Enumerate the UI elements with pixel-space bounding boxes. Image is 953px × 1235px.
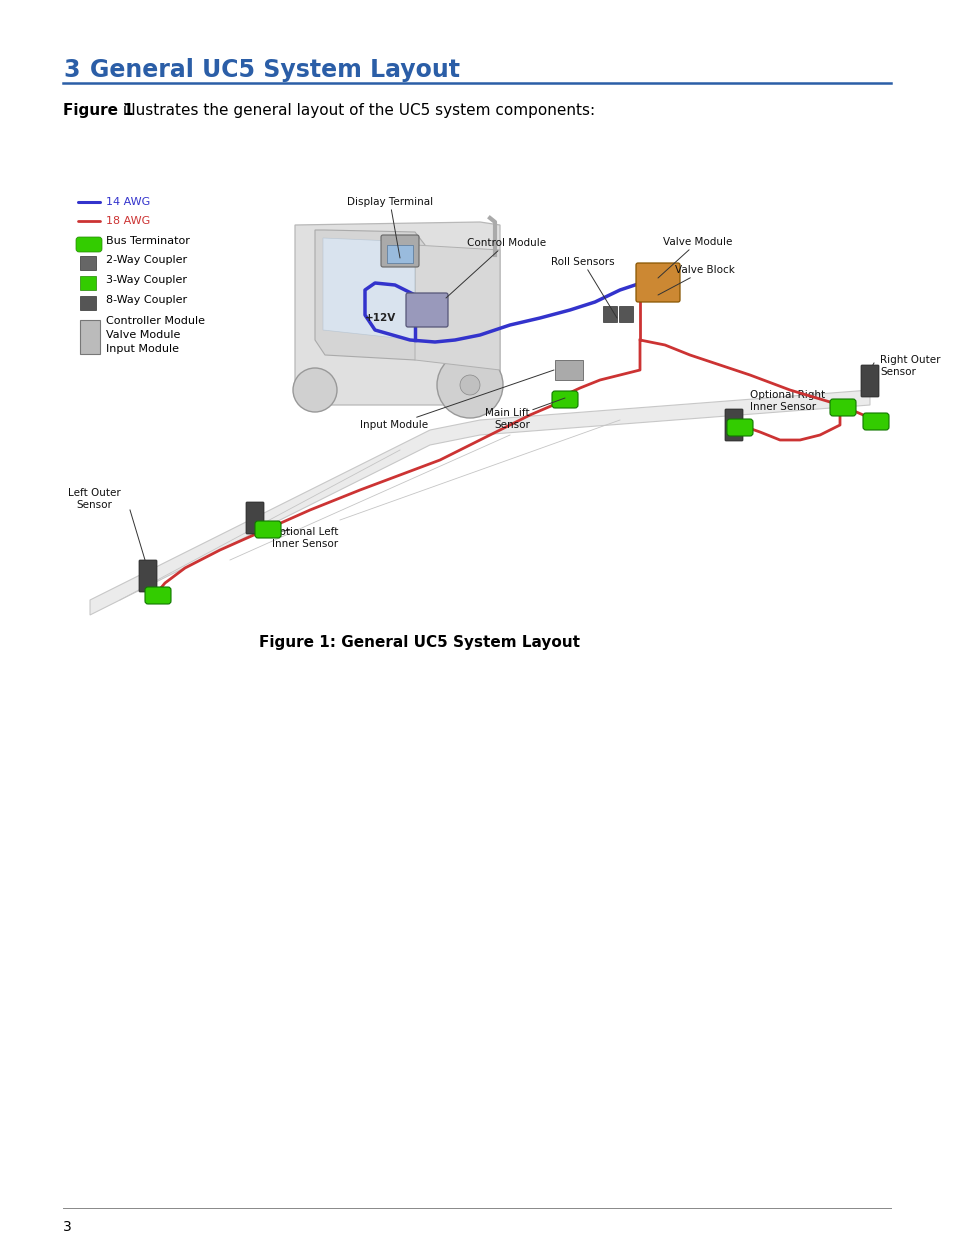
FancyBboxPatch shape	[406, 293, 448, 327]
Text: 8-Way Coupler: 8-Way Coupler	[106, 295, 187, 305]
Text: 3: 3	[63, 58, 79, 82]
Text: 3-Way Coupler: 3-Way Coupler	[106, 275, 187, 285]
FancyBboxPatch shape	[246, 501, 264, 534]
Polygon shape	[415, 245, 499, 370]
FancyBboxPatch shape	[80, 256, 96, 270]
Circle shape	[293, 368, 336, 412]
Polygon shape	[314, 230, 424, 359]
Text: illustrates the general layout of the UC5 system components:: illustrates the general layout of the UC…	[118, 103, 595, 119]
Text: 2-Way Coupler: 2-Way Coupler	[106, 254, 187, 266]
Bar	[387, 245, 413, 263]
Text: 18 AWG: 18 AWG	[106, 216, 150, 226]
Text: Left Outer
Sensor: Left Outer Sensor	[68, 488, 120, 510]
FancyBboxPatch shape	[724, 409, 742, 441]
Text: Optional Left
Inner Sensor: Optional Left Inner Sensor	[271, 527, 338, 550]
Text: Controller Module
Valve Module
Input Module: Controller Module Valve Module Input Mod…	[106, 316, 205, 354]
Text: Roll Sensors: Roll Sensors	[551, 257, 617, 317]
Text: Right Outer
Sensor: Right Outer Sensor	[879, 354, 940, 378]
Text: Optional Right
Inner Sensor: Optional Right Inner Sensor	[749, 390, 824, 412]
FancyBboxPatch shape	[76, 237, 102, 252]
FancyBboxPatch shape	[254, 521, 281, 538]
Text: Display Terminal: Display Terminal	[347, 198, 433, 258]
Text: General UC5 System Layout: General UC5 System Layout	[90, 58, 459, 82]
Text: Bus Terminator: Bus Terminator	[106, 236, 190, 246]
FancyBboxPatch shape	[80, 275, 96, 290]
FancyBboxPatch shape	[380, 235, 418, 267]
Bar	[602, 306, 617, 322]
Bar	[618, 306, 633, 322]
Text: Figure 1: General UC5 System Layout: Figure 1: General UC5 System Layout	[259, 635, 579, 650]
Bar	[555, 359, 582, 380]
FancyBboxPatch shape	[636, 263, 679, 303]
Polygon shape	[323, 238, 415, 340]
FancyBboxPatch shape	[80, 320, 100, 354]
Circle shape	[436, 352, 502, 417]
Text: 3: 3	[63, 1220, 71, 1234]
Text: Valve Block: Valve Block	[658, 266, 734, 295]
Text: Control Module: Control Module	[446, 238, 545, 298]
Text: 14 AWG: 14 AWG	[106, 198, 150, 207]
Text: Valve Module: Valve Module	[658, 237, 732, 278]
Text: +12V: +12V	[365, 312, 395, 324]
FancyBboxPatch shape	[145, 587, 171, 604]
Circle shape	[459, 375, 479, 395]
FancyBboxPatch shape	[552, 391, 578, 408]
FancyBboxPatch shape	[829, 399, 855, 416]
Polygon shape	[294, 222, 499, 405]
FancyBboxPatch shape	[861, 366, 878, 396]
FancyBboxPatch shape	[862, 412, 888, 430]
FancyBboxPatch shape	[139, 559, 157, 592]
Polygon shape	[90, 390, 869, 615]
Text: Main Lift
Sensor: Main Lift Sensor	[485, 398, 564, 430]
Text: Input Module: Input Module	[359, 370, 554, 430]
Text: Figure 1: Figure 1	[63, 103, 133, 119]
FancyBboxPatch shape	[726, 419, 752, 436]
FancyBboxPatch shape	[80, 296, 96, 310]
